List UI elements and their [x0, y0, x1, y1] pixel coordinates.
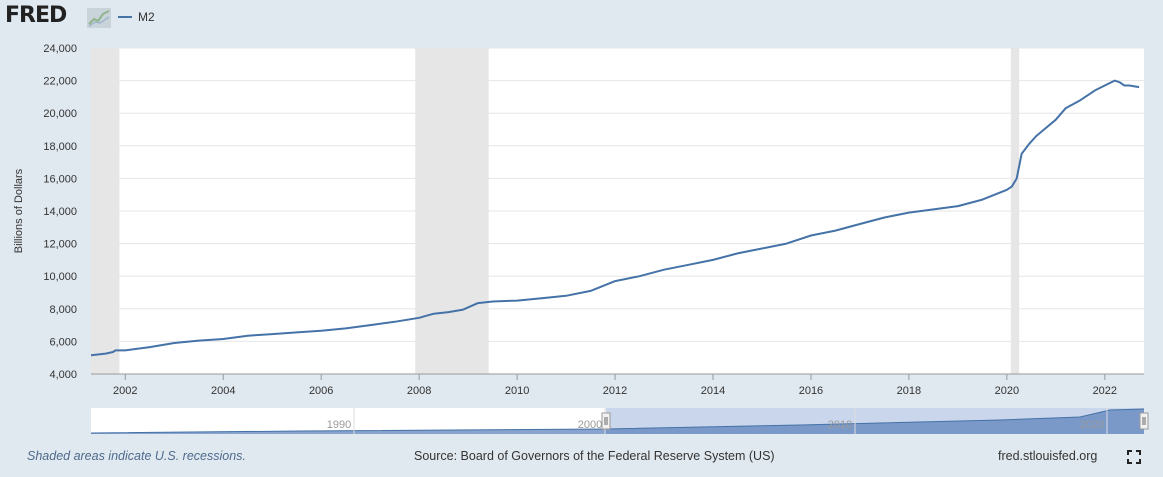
y-tick-label: 4,000 [49, 369, 77, 381]
navigator-ticks: 1990 2000 2010 2020 [327, 408, 1108, 434]
fred-logo[interactable]: FRED [5, 3, 67, 28]
y-tick-label: 14,000 [43, 206, 77, 218]
navigator-series-line [90, 408, 1145, 434]
fullscreen-icon[interactable] [1127, 450, 1141, 464]
navigator-tick-label: 2000 [578, 419, 602, 431]
x-axis-ticks: 2002 2004 2006 2008 2010 2012 2014 2016 2018 2020… [91, 373, 1144, 397]
navigator-right-handle[interactable] [1139, 412, 1149, 430]
x-tick-label: 2020 [995, 385, 1019, 397]
site-link[interactable]: fred.stlouisfed.org [998, 449, 1098, 463]
x-tick-label: 2010 [505, 385, 529, 397]
chart-header: FRED M2 [0, 0, 1163, 36]
x-tick-label: 2014 [701, 385, 725, 397]
navigator-tick-label: 2020 [1080, 419, 1104, 431]
y-tick-label: 10,000 [43, 271, 77, 283]
x-tick-label: 2018 [897, 385, 921, 397]
navigator-tick-label: 1990 [327, 419, 351, 431]
x-tick-label: 2008 [407, 385, 431, 397]
range-navigator[interactable]: 1990 2000 2010 2020 [90, 408, 1149, 434]
y-tick-label: 16,000 [43, 173, 77, 185]
y-tick-label: 22,000 [43, 76, 77, 88]
series-lines [90, 79, 1140, 357]
legend[interactable]: M2 [118, 10, 155, 24]
navigator-left-handle[interactable] [601, 412, 611, 430]
legend-label-m2: M2 [138, 10, 155, 24]
x-tick-label: 2002 [113, 385, 137, 397]
x-tick-label: 2004 [211, 385, 235, 397]
y-tick-label: 6,000 [49, 336, 77, 348]
series-line-m2 [90, 79, 1140, 357]
source-attribution: Source: Board of Governors of the Federa… [414, 449, 775, 463]
legend-swatch [118, 16, 132, 18]
line-chart-icon [87, 8, 111, 28]
y-tick-label: 20,000 [43, 108, 77, 120]
y-tick-label: 8,000 [49, 304, 77, 316]
y-tick-label: 18,000 [43, 141, 77, 153]
navigator-tick-label: 2010 [828, 419, 852, 431]
navigator-series-area [91, 409, 1144, 434]
x-tick-label: 2016 [799, 385, 823, 397]
chart-area[interactable]: 4,000 6,000 8,000 10,000 12,000 14,000 16,000 1… [0, 0, 1163, 440]
x-tick-label: 2022 [1093, 385, 1117, 397]
x-tick-label: 2012 [603, 385, 627, 397]
y-axis-ticks: 4,000 6,000 8,000 10,000 12,000 14,000 16,000 1… [43, 43, 77, 381]
y-tick-label: 12,000 [43, 239, 77, 251]
recession-note: Shaded areas indicate U.S. recessions. [27, 449, 246, 463]
y-axis-label: Billions of Dollars [13, 168, 25, 253]
x-tick-label: 2006 [309, 385, 333, 397]
y-tick-label: 24,000 [43, 43, 77, 55]
